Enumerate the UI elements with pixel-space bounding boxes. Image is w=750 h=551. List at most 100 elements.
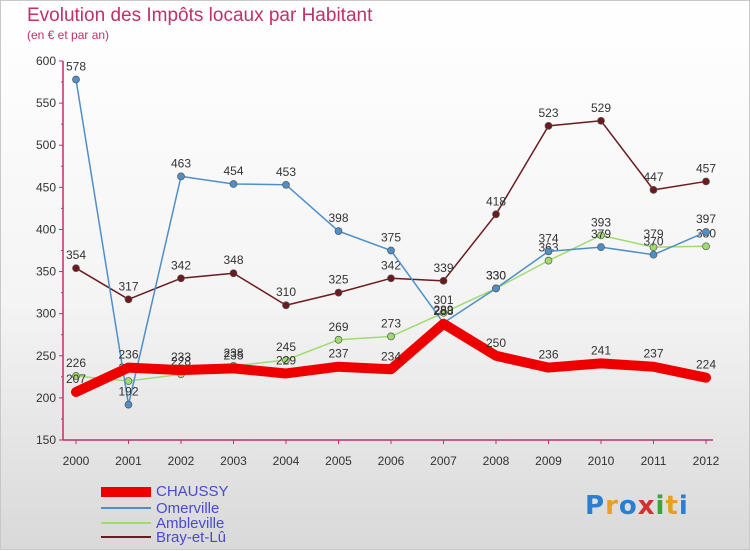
- data-point: [544, 247, 553, 256]
- data-label: 192: [118, 385, 138, 399]
- y-tick-label: 250: [36, 349, 56, 363]
- legend-swatch: [101, 522, 151, 524]
- x-tick-label: 2000: [63, 454, 90, 468]
- data-label: 224: [696, 358, 716, 372]
- x-tick-label: 2010: [588, 454, 615, 468]
- data-label: 374: [538, 231, 558, 245]
- data-label: 348: [223, 253, 243, 267]
- y-tick-label: 600: [36, 54, 56, 68]
- data-label: 317: [118, 279, 138, 293]
- data-label: 233: [171, 350, 191, 364]
- x-tick-label: 2007: [430, 454, 457, 468]
- data-point: [649, 250, 658, 259]
- data-point: [597, 231, 605, 240]
- x-tick-label: 2001: [115, 454, 142, 468]
- data-label: 457: [696, 161, 716, 175]
- data-point: [334, 335, 343, 344]
- data-label: 447: [643, 170, 663, 184]
- x-tick-label: 2012: [693, 454, 720, 468]
- data-point: [124, 295, 133, 304]
- data-label: 234: [381, 349, 401, 363]
- legend-swatch: [101, 536, 151, 538]
- data-point: [439, 308, 448, 317]
- x-tick-label: 2005: [325, 454, 352, 468]
- legend-label: Bray-et-Lû: [156, 529, 227, 546]
- data-point: [229, 269, 238, 278]
- x-tick-label: 2006: [378, 454, 405, 468]
- y-tick-label: 550: [36, 96, 56, 110]
- data-point: [544, 122, 553, 130]
- data-label: 226: [66, 356, 86, 370]
- data-label: 229: [276, 353, 296, 367]
- data-point: [597, 116, 605, 125]
- data-label: 397: [696, 212, 716, 226]
- data-point: [72, 75, 80, 84]
- data-label: 273: [381, 316, 401, 330]
- data-label: 330: [486, 268, 506, 282]
- legend-swatch: [101, 487, 151, 497]
- data-label: 241: [591, 343, 611, 357]
- data-point: [649, 186, 658, 194]
- data-point: [124, 377, 133, 385]
- x-tick-label: 2003: [220, 454, 247, 468]
- data-label: 418: [486, 194, 506, 208]
- data-label: 237: [643, 347, 663, 361]
- data-label: 375: [381, 231, 401, 245]
- data-point: [544, 256, 553, 265]
- data-point: [387, 274, 395, 283]
- data-label: 453: [276, 165, 296, 179]
- data-label: 354: [66, 248, 86, 262]
- data-label: 301: [433, 293, 453, 307]
- data-label: 228: [171, 354, 191, 368]
- data-label: 454: [223, 164, 243, 178]
- data-point: [439, 276, 448, 285]
- y-tick-label: 200: [36, 391, 56, 405]
- data-label: 342: [171, 258, 191, 272]
- data-point: [334, 288, 343, 297]
- x-tick-label: 2004: [273, 454, 300, 468]
- data-label: 339: [433, 261, 453, 275]
- legend-label: CHAUSSY: [156, 483, 229, 500]
- data-label: 237: [328, 347, 348, 361]
- data-point: [702, 177, 710, 186]
- data-point: [177, 274, 185, 283]
- data-label: 379: [643, 227, 663, 241]
- y-tick-label: 150: [36, 433, 56, 447]
- data-point: [492, 284, 500, 293]
- data-label: 288: [433, 304, 453, 318]
- chart-title: Evolution des Impôts locaux par Habitant: [27, 5, 373, 26]
- data-label: 235: [223, 348, 243, 362]
- data-point: [492, 210, 500, 219]
- data-label: 310: [276, 285, 296, 299]
- y-tick-label: 300: [36, 307, 56, 321]
- data-label: 330: [486, 268, 506, 282]
- data-point: [387, 246, 395, 255]
- y-tick-label: 500: [36, 138, 56, 152]
- data-point: [282, 301, 290, 310]
- data-label: 523: [538, 106, 558, 120]
- data-label: 250: [486, 336, 506, 350]
- data-point: [229, 180, 238, 188]
- data-label: 236: [538, 348, 558, 362]
- data-label: 398: [328, 211, 348, 225]
- chart-subtitle: (en € et par an): [27, 28, 110, 42]
- data-point: [282, 356, 290, 364]
- data-label: 325: [328, 273, 348, 287]
- data-point: [72, 372, 80, 380]
- data-point: [597, 243, 605, 251]
- x-tick-label: 2011: [641, 454, 667, 468]
- proxiti-logo: Proxiti: [585, 491, 689, 521]
- data-point: [72, 264, 80, 273]
- data-label: 269: [328, 320, 348, 334]
- data-point: [177, 172, 185, 181]
- data-point: [282, 180, 290, 189]
- x-tick-label: 2002: [168, 454, 195, 468]
- data-label: 238: [223, 346, 243, 360]
- data-label: 578: [66, 60, 86, 74]
- data-point: [334, 227, 343, 235]
- legend-label: Ambleville: [156, 515, 225, 532]
- x-tick-label: 2008: [483, 454, 510, 468]
- data-point: [649, 243, 658, 251]
- data-point: [124, 400, 133, 409]
- data-label: 245: [276, 340, 296, 354]
